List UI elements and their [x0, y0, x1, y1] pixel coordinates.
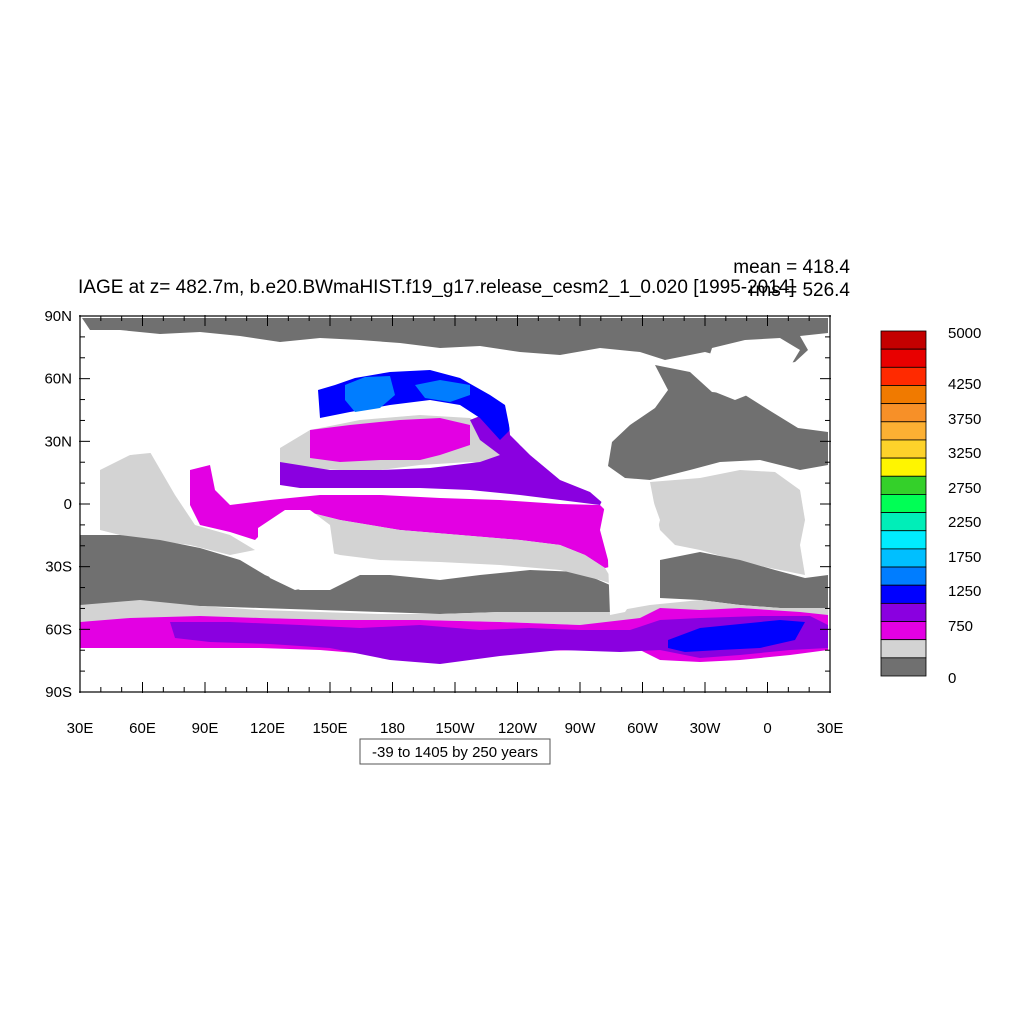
atlantic-ocean-region — [608, 365, 828, 480]
contour-info-box: -39 to 1405 by 250 years — [359, 738, 551, 765]
colorbar-box — [880, 639, 927, 659]
lon-tick-label: 30E — [817, 720, 844, 737]
lat-tick-label: 90N — [44, 308, 72, 325]
colorbar-label: 1750 — [948, 549, 981, 566]
map-panel: 90N 60N 30N 0 30S 60S 90S 30E 60E 90E 120E 150E 180… — [44, 308, 843, 737]
colorbar-box — [880, 366, 927, 386]
eurasia-africa-land — [82, 340, 310, 470]
colorbar-label: 2250 — [948, 514, 981, 531]
colorbar-box — [880, 657, 927, 677]
lat-tick-label: 90S — [45, 684, 72, 701]
colorbar-box — [880, 348, 927, 368]
lat-tick-label: 60N — [44, 371, 72, 388]
antarctica-land — [80, 650, 828, 692]
indian-ocean-light-region — [100, 452, 255, 555]
greenland-land — [705, 338, 800, 400]
lon-tick-label: 150E — [312, 720, 347, 737]
colorbar-label: 1250 — [948, 583, 981, 600]
colorbar-box — [880, 548, 927, 568]
colorbar-box — [880, 602, 927, 622]
colorbar-label: 5000 — [948, 325, 981, 342]
lon-tick-label: 0 — [763, 720, 771, 737]
colorbar-box — [880, 439, 927, 459]
colorbar-label: 2750 — [948, 480, 981, 497]
lon-tick-label: 180 — [380, 720, 405, 737]
lon-tick-label: 30W — [690, 720, 722, 737]
colorbar-box — [880, 403, 927, 423]
lon-tick-label: 60W — [627, 720, 659, 737]
mean-stat: mean = 418.4 — [733, 257, 850, 278]
lon-tick-label: 150W — [435, 720, 475, 737]
latitude-axis: 90N 60N 30N 0 30S 60S 90S — [44, 308, 831, 701]
lon-tick-label: 30E — [67, 720, 94, 737]
equatorial-pacific-magenta — [190, 465, 618, 568]
longitude-axis: 30E 60E 90E 120E 150E 180 150W 120W 90W 60W 30W 0 30… — [67, 315, 844, 737]
americas-land — [505, 360, 660, 615]
lat-tick-label: 0 — [64, 496, 72, 513]
weddell-blue-region — [668, 620, 805, 652]
south-atlantic-dark-region — [660, 552, 828, 610]
south-atlantic-light-region — [650, 470, 805, 575]
southern-ocean-purple-band — [170, 616, 828, 664]
colorbar-label: 4250 — [948, 376, 981, 393]
lat-tick-label: 30S — [45, 559, 72, 576]
colorbar-box — [880, 330, 927, 350]
rms-stat: rms = 526.4 — [749, 280, 850, 301]
lon-tick-label: 60E — [129, 720, 156, 737]
colorbar-label: 750 — [948, 618, 973, 635]
lon-tick-label: 120W — [498, 720, 538, 737]
lat-tick-label: 60S — [45, 621, 72, 638]
lon-tick-label: 90E — [192, 720, 219, 737]
colorbar-box — [880, 494, 927, 513]
north-pacific-lightblue-region-2 — [415, 380, 470, 402]
colorbar-label: 0 — [948, 670, 956, 687]
arctic-ocean-region — [82, 318, 828, 368]
colorbar-box — [880, 530, 927, 550]
southern-ocean-dark-band — [80, 535, 610, 614]
colorbar-box — [880, 584, 927, 604]
plot-title: IAGE at z= 482.7m, b.e20.BWmaHIST.f19_g1… — [78, 277, 795, 298]
contour-info-text: -39 to 1405 by 250 years — [372, 744, 538, 761]
lat-tick-label: 30N — [44, 433, 72, 450]
colorbar: 5000 4250 3750 3250 2750 2250 1750 1250 750 0 — [880, 325, 981, 687]
colorbar-box — [880, 457, 927, 477]
colorbar-box — [880, 421, 927, 441]
lon-tick-label: 90W — [565, 720, 597, 737]
australia-land — [258, 510, 335, 590]
south-pacific-light-region — [270, 510, 615, 585]
north-pacific-magenta-band — [310, 418, 470, 462]
colorbar-label: 3250 — [948, 445, 981, 462]
lon-tick-label: 120E — [250, 720, 285, 737]
colorbar-box — [880, 512, 927, 532]
colorbar-box — [880, 475, 927, 495]
colorbar-box — [880, 385, 927, 405]
colorbar-label: 3750 — [948, 411, 981, 428]
colorbar-box — [880, 621, 927, 641]
pacific-purple-region — [280, 412, 605, 505]
colorbar-box — [880, 566, 927, 586]
north-pacific-lightblue-region — [345, 376, 395, 412]
